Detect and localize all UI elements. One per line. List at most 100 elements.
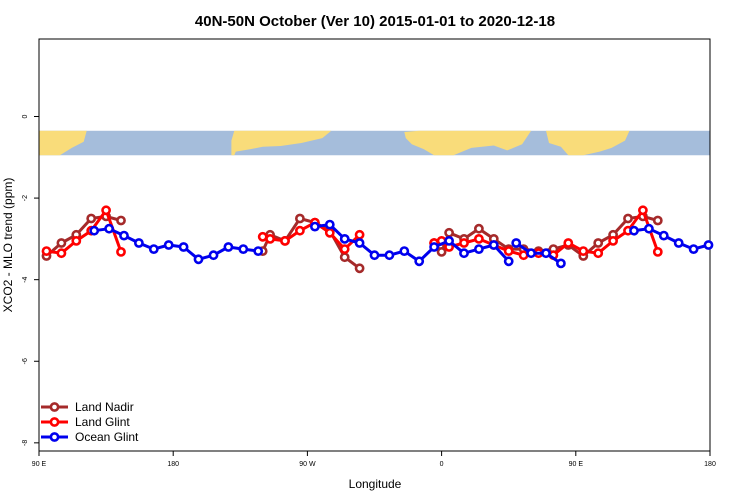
series-2-point-1-8	[429, 242, 439, 252]
series-0-point-1-7	[354, 263, 365, 274]
series-2-point-1-13	[503, 256, 514, 267]
series-2-point-1-7	[414, 256, 425, 267]
series-layer	[41, 205, 714, 274]
series-2-point-1-6	[399, 246, 410, 256]
y-tick-label-3: -6	[22, 358, 29, 364]
series-2-point-0-5	[163, 240, 174, 250]
series-1-point-0-4	[101, 205, 111, 216]
series-2-point-0-6	[178, 242, 189, 252]
map-land-3	[546, 130, 630, 156]
series-2	[89, 219, 714, 269]
legend-label-1: Land Glint	[75, 415, 130, 429]
series-0-point-2-14	[623, 213, 633, 224]
series-1-point-2-15	[638, 205, 648, 216]
series-0-point-1-6	[339, 252, 350, 263]
series-2-point-1-11	[473, 244, 484, 254]
series-2-point-1-9	[444, 235, 454, 246]
series-2-point-2-2	[541, 248, 551, 259]
map-land-0	[39, 130, 87, 156]
series-0-point-1-3	[294, 213, 305, 224]
series-1-point-0-2	[71, 235, 82, 246]
x-tick-label-0: 90 E	[32, 461, 47, 468]
map-land-2	[404, 130, 532, 156]
series-2-point-0-11	[253, 246, 264, 256]
x-tick-label-3: 0	[440, 461, 444, 468]
legend-marker-0	[49, 402, 60, 412]
series-1-point-2-3	[459, 238, 469, 248]
series-2-point-3-0	[629, 225, 639, 236]
series-2-point-1-0	[309, 221, 320, 232]
series-2-point-1-10	[459, 248, 469, 259]
series-2-point-0-8	[208, 250, 219, 261]
world-map-band	[39, 130, 710, 156]
y-tick-label-4: -8	[22, 440, 29, 446]
series-2-point-2-0	[511, 238, 522, 248]
series-1-point-1-7	[354, 229, 365, 240]
map-land-1	[231, 130, 332, 156]
series-2-point-1-12	[488, 240, 499, 250]
series-2-point-3-2	[658, 230, 669, 241]
series-1-point-0-5	[116, 246, 126, 257]
series-0-point-2-16	[652, 215, 663, 226]
series-2-point-3-4	[688, 244, 699, 254]
series-1-point-1-1	[265, 233, 275, 244]
x-tick-label-5: 180	[704, 461, 716, 468]
series-2-line-2	[515, 241, 562, 265]
series-0-point-0-1	[56, 238, 67, 248]
series-1-point-1-2	[280, 235, 290, 246]
series-1-point-1-6	[339, 244, 350, 254]
series-2-point-0-10	[238, 244, 249, 254]
y-axis-label: XCO2 - MLO trend (ppm)	[1, 178, 15, 313]
x-axis-label: Longitude	[349, 477, 402, 491]
series-1-point-2-6	[503, 246, 514, 256]
series-2-point-0-1	[104, 223, 114, 234]
y-tick-label-2: -4	[22, 276, 29, 282]
x-axis: 90 E 180 90 W 0 90 E 180	[32, 451, 716, 468]
series-0-point-2-2	[444, 227, 454, 238]
legend-marker-1	[49, 417, 60, 427]
series-2-point-0-3	[133, 238, 144, 248]
series-1-point-0-0	[41, 246, 52, 256]
series-1-point-2-13	[608, 235, 618, 246]
x-tick-label-1: 180	[167, 461, 179, 468]
series-2-point-1-2	[339, 233, 350, 244]
series-1	[41, 205, 663, 261]
series-2-point-2-1	[526, 248, 536, 259]
series-2-point-3-5	[703, 240, 714, 250]
series-0-point-2-1	[436, 246, 447, 257]
series-1-point-1-3	[294, 225, 305, 236]
series-2-point-0-7	[193, 254, 204, 265]
series-2-point-3-1	[644, 223, 654, 234]
series-1-point-2-11	[578, 246, 589, 256]
series-0-point-2-12	[593, 238, 604, 248]
legend-marker-2	[49, 432, 60, 442]
series-2-point-0-4	[148, 244, 159, 254]
legend-label-0: Land Nadir	[75, 400, 134, 414]
series-2-point-3-3	[673, 238, 684, 248]
series-2-point-0-0	[89, 225, 100, 236]
series-1-point-1-5	[324, 227, 335, 238]
y-tick-label-0: 0	[22, 114, 29, 118]
chart-title: 40N-50N October (Ver 10) 2015-01-01 to 2…	[195, 13, 555, 30]
series-0-point-0-3	[86, 213, 97, 224]
series-2-point-1-1	[324, 219, 335, 230]
series-1-point-2-12	[593, 248, 604, 259]
series-2-point-1-4	[369, 250, 380, 261]
series-2-point-0-2	[119, 230, 129, 241]
y-axis: 0 -2 -4 -6 -8	[22, 114, 39, 446]
series-1-point-0-1	[56, 248, 67, 259]
series-1-point-2-7	[518, 250, 529, 261]
series-1-point-2-16	[652, 246, 663, 257]
series-2-point-1-3	[354, 238, 365, 248]
y-tick-label-1: -2	[22, 195, 29, 201]
series-2-point-0-9	[223, 242, 234, 252]
series-2-point-1-5	[384, 250, 395, 261]
legend-label-2: Ocean Glint	[75, 430, 139, 444]
series-2-point-2-3	[556, 258, 566, 269]
x-tick-label-2: 90 W	[299, 461, 316, 468]
series-0-point-2-4	[473, 223, 484, 234]
series-1-point-2-10	[563, 238, 574, 248]
series-0-point-0-5	[116, 215, 126, 226]
